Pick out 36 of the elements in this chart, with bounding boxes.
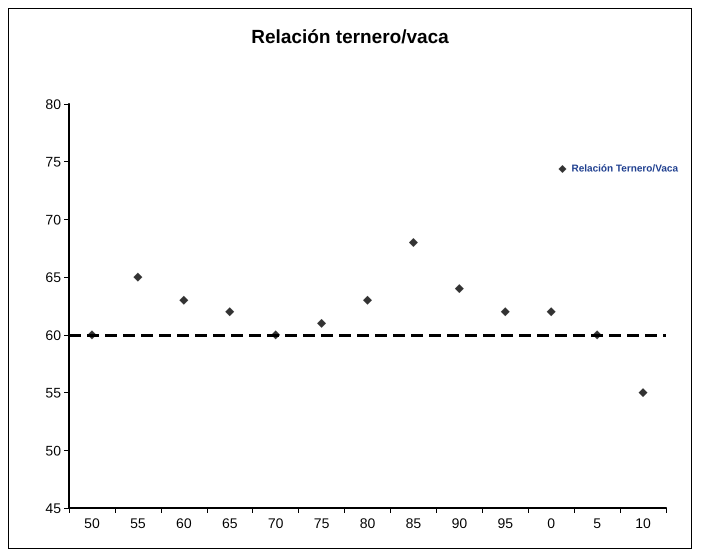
y-tick-label: 80 <box>45 96 62 112</box>
x-tick-label: 65 <box>222 515 238 531</box>
x-tick-label: 50 <box>84 515 100 531</box>
point <box>638 388 648 398</box>
y-tick-label: 65 <box>45 269 62 286</box>
chart-title: Relación ternero/vaca <box>251 27 450 48</box>
x-tick-label: 90 <box>452 515 468 531</box>
x-tick-label: 5 <box>593 515 602 531</box>
point <box>454 284 464 294</box>
point <box>592 330 602 340</box>
x-tick-label: 70 <box>268 515 284 531</box>
x-tick-label: 85 <box>406 515 422 531</box>
point <box>133 272 142 282</box>
x-tick-label: 55 <box>130 515 146 531</box>
y-tick-label: 55 <box>45 384 62 401</box>
point <box>546 307 556 316</box>
point <box>271 330 280 340</box>
y-tick-label: 60 <box>45 326 62 343</box>
x-tick-label: 60 <box>176 515 192 531</box>
point <box>87 330 96 340</box>
point <box>500 307 510 316</box>
x-tick-label: 10 <box>635 515 652 531</box>
y-tick-label: 45 <box>45 500 62 516</box>
x-tick-label: 0 <box>547 515 556 531</box>
y-tick-label: 75 <box>45 154 62 170</box>
point <box>225 307 234 316</box>
x-tick-label: 75 <box>314 515 330 531</box>
point <box>363 296 372 305</box>
point <box>179 296 188 305</box>
legend-label: Relación Ternero/Vaca <box>571 164 678 174</box>
y-tick-label: 50 <box>45 442 62 458</box>
x-tick-label: 95 <box>497 515 514 531</box>
point <box>408 238 418 248</box>
y-tick-label: 70 <box>45 211 62 228</box>
x-tick-label: 80 <box>360 515 376 531</box>
point <box>317 318 326 328</box>
